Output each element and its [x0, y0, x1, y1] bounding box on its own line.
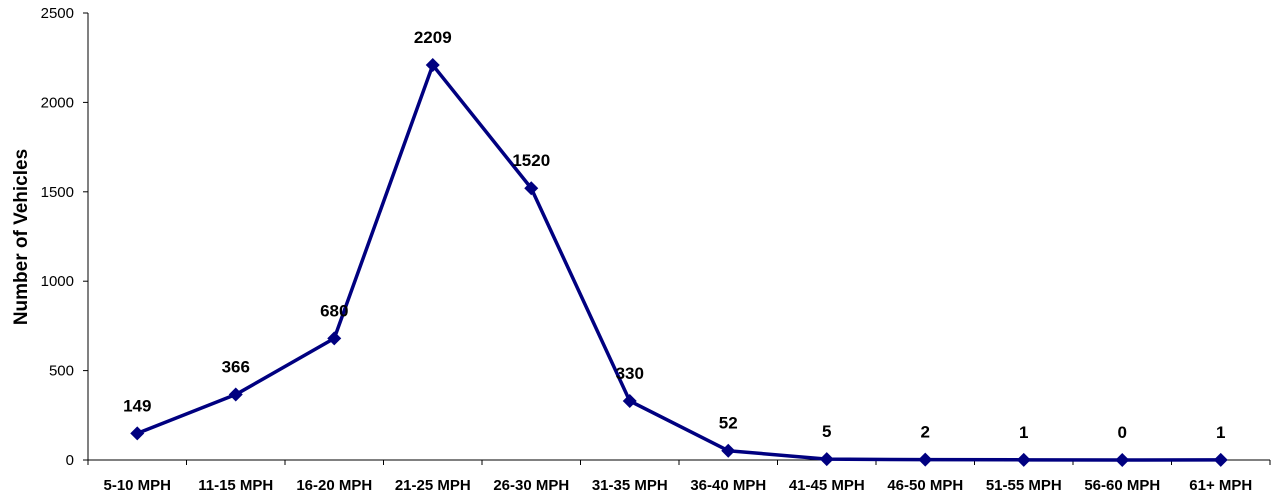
series-group	[130, 58, 1228, 467]
data-label: 0	[1118, 423, 1127, 442]
y-tick-label: 1000	[41, 273, 74, 290]
data-point-marker	[819, 452, 834, 467]
data-label: 2209	[414, 28, 452, 47]
data-label: 366	[222, 358, 250, 377]
data-label: 149	[123, 396, 151, 415]
data-point-marker	[327, 331, 342, 346]
x-tick-label: 56-60 MPH	[1084, 477, 1160, 494]
x-tick-label: 5-10 MPH	[103, 477, 171, 494]
data-point-marker	[228, 387, 243, 402]
data-label: 1520	[512, 151, 550, 170]
x-tick-label: 11-15 MPH	[198, 477, 273, 494]
x-tick-label: 46-50 MPH	[887, 477, 963, 494]
y-tick-label: 0	[66, 452, 74, 469]
data-label: 5	[822, 422, 831, 441]
y-tick-label: 1500	[41, 184, 74, 201]
data-point-marker	[622, 393, 637, 408]
data-point-marker	[130, 426, 145, 441]
data-label: 330	[616, 364, 644, 383]
data-point-marker	[425, 58, 440, 73]
x-tick-label: 21-25 MPH	[395, 477, 471, 494]
data-point-marker	[721, 443, 736, 458]
y-axis-label: Number of Vehicles	[11, 149, 32, 325]
data-point-marker	[524, 181, 539, 196]
data-point-marker	[1016, 452, 1031, 467]
x-tick-label: 61+ MPH	[1189, 477, 1252, 494]
x-tick-label: 16-20 MPH	[296, 477, 372, 494]
data-label: 2	[921, 423, 930, 442]
x-tick-label: 36-40 MPH	[690, 477, 766, 494]
x-tick-label: 41-45 MPH	[789, 477, 865, 494]
data-label: 1	[1216, 423, 1225, 442]
y-tick-label: 2500	[41, 5, 74, 22]
data-point-marker	[1213, 452, 1228, 467]
y-tick-label: 2000	[41, 94, 74, 111]
data-label: 1	[1019, 423, 1028, 442]
series-line	[136, 63, 1221, 462]
x-tick-label: 26-30 MPH	[493, 477, 569, 494]
data-label: 52	[719, 414, 738, 433]
x-tick-label: 51-55 MPH	[986, 477, 1062, 494]
y-tick-label: 500	[49, 363, 74, 380]
data-label: 680	[320, 301, 348, 320]
data-point-marker	[1115, 453, 1130, 467]
data-point-marker	[918, 452, 933, 467]
x-tick-group: 5-10 MPH 11-15 MPH 16-20 MPH 21-25 MPH 26-30…	[87, 460, 1271, 494]
y-tick-group: 0 500 1000 1500 2000 2500	[41, 5, 88, 469]
x-tick-label: 31-35 MPH	[592, 477, 668, 494]
